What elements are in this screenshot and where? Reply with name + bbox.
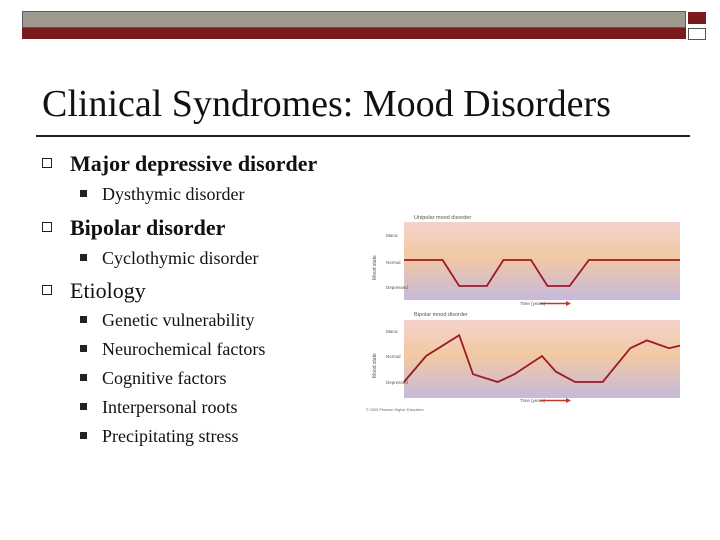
top-decorative-bar bbox=[22, 11, 686, 39]
filled-square-bullet-icon bbox=[80, 254, 87, 261]
panel2-level-depressed: Depressed bbox=[386, 380, 408, 385]
panel1-level-manic: Manic bbox=[386, 233, 399, 238]
corner-square-outline bbox=[688, 28, 706, 40]
panel2-title: Bipolar mood disorder bbox=[414, 312, 468, 318]
sub-bullet-cyclothymic: Cyclothymic disorder bbox=[80, 248, 258, 269]
panel2-ylabel: Mood state bbox=[372, 353, 378, 378]
bullet-bipolar: Bipolar disorder bbox=[42, 215, 225, 241]
panel1-time-label: Time (years) bbox=[520, 301, 546, 306]
panel1-level-normal: Normal bbox=[386, 260, 401, 265]
title-divider bbox=[36, 135, 690, 137]
filled-square-bullet-icon bbox=[80, 316, 87, 323]
sub-bullet-cognitive: Cognitive factors bbox=[80, 368, 226, 389]
panel2-time-arrow-icon bbox=[540, 398, 571, 403]
panel2-background bbox=[404, 320, 680, 398]
filled-square-bullet-icon bbox=[80, 432, 87, 439]
bullet-major-depressive: Major depressive disorder bbox=[42, 151, 317, 177]
sub-bullet-dysthymic: Dysthymic disorder bbox=[80, 184, 244, 205]
mood-graph-svg: Unipolar mood disorder Mood state Manic … bbox=[366, 215, 681, 412]
filled-square-bullet-icon bbox=[80, 403, 87, 410]
sub-bullet-precipitating: Precipitating stress bbox=[80, 426, 238, 447]
panel2-mood-line bbox=[403, 333, 681, 383]
sub-bullet-neurochemical: Neurochemical factors bbox=[80, 339, 265, 360]
hollow-square-bullet-icon bbox=[42, 285, 52, 295]
corner-square-filled bbox=[688, 12, 706, 24]
figure-credit: © 2003 Pearson Higher Education bbox=[366, 408, 424, 412]
hollow-square-bullet-icon bbox=[42, 158, 52, 168]
filled-square-bullet-icon bbox=[80, 374, 87, 381]
top-maroon-band bbox=[22, 28, 686, 39]
sub-bullet-interpersonal: Interpersonal roots bbox=[80, 397, 237, 418]
panel2-level-normal: Normal bbox=[386, 354, 401, 359]
panel2-level-manic: Manic bbox=[386, 329, 399, 334]
panel1-ylabel: Mood state bbox=[372, 255, 378, 280]
filled-square-bullet-icon bbox=[80, 345, 87, 352]
hollow-square-bullet-icon bbox=[42, 222, 52, 232]
panel1-background bbox=[404, 222, 680, 300]
page-title: Clinical Syndromes: Mood Disorders bbox=[42, 83, 611, 125]
panel1-mood-line bbox=[404, 259, 680, 287]
panel1-time-arrow-icon bbox=[540, 301, 571, 306]
panel2-time-label: Time (years) bbox=[520, 398, 546, 403]
panel1-title: Unipolar mood disorder bbox=[414, 215, 471, 221]
top-gray-band bbox=[22, 11, 686, 28]
filled-square-bullet-icon bbox=[80, 190, 87, 197]
mood-disorder-figure: Unipolar mood disorder Mood state Manic … bbox=[364, 210, 694, 415]
panel1-level-depressed: Depressed bbox=[386, 285, 408, 290]
sub-bullet-genetic: Genetic vulnerability bbox=[80, 310, 254, 331]
bullet-etiology: Etiology bbox=[42, 278, 146, 304]
